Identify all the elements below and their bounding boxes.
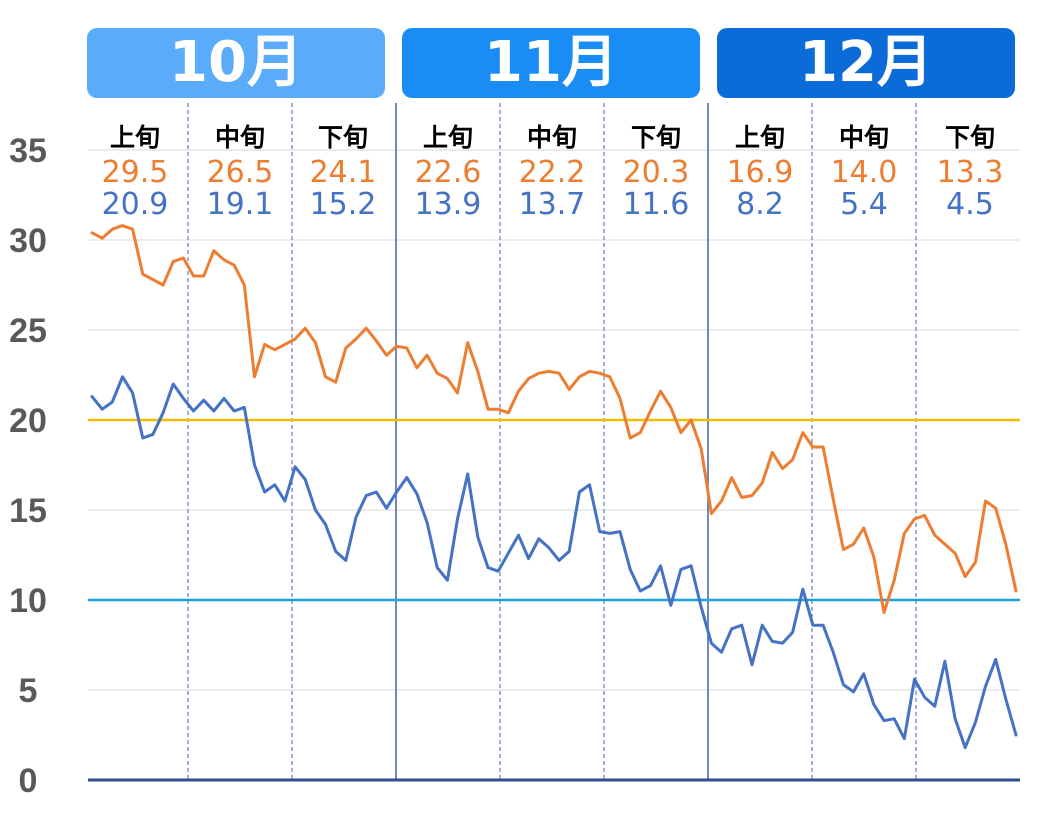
month-header: 11月 <box>402 28 700 98</box>
period-high-average: 22.6 <box>415 155 482 190</box>
y-tick-label: 15 <box>9 492 47 530</box>
y-tick-label: 20 <box>9 402 47 440</box>
period-high-average: 29.5 <box>102 155 169 190</box>
period-label: 上旬 <box>735 123 785 152</box>
period-high-average: 14.0 <box>831 155 898 190</box>
period-label: 中旬 <box>839 123 889 152</box>
period-low-average: 15.2 <box>310 187 377 222</box>
y-tick-label: 35 <box>9 132 47 170</box>
y-tick-label: 0 <box>19 762 38 800</box>
period-low-average: 11.6 <box>623 187 690 222</box>
period-label: 上旬 <box>110 123 160 152</box>
period-high-average: 20.3 <box>623 155 690 190</box>
period-low-average: 4.5 <box>946 187 994 222</box>
period-low-average: 13.9 <box>415 187 482 222</box>
period-low-average: 13.7 <box>519 187 586 222</box>
low-temperature-line <box>90 375 1018 750</box>
month-header: 12月 <box>717 28 1015 98</box>
period-high-average: 22.2 <box>519 155 586 190</box>
high-temperature-line <box>90 224 1018 615</box>
month-header: 10月 <box>87 28 385 98</box>
period-label: 下旬 <box>631 123 681 152</box>
period-label: 下旬 <box>945 123 995 152</box>
period-high-average: 24.1 <box>310 155 377 190</box>
period-high-average: 16.9 <box>727 155 794 190</box>
period-low-average: 19.1 <box>207 187 274 222</box>
y-tick-label: 25 <box>9 312 47 350</box>
y-tick-label: 30 <box>9 222 47 260</box>
period-low-average: 20.9 <box>102 187 169 222</box>
period-label: 中旬 <box>215 123 265 152</box>
period-high-average: 26.5 <box>207 155 274 190</box>
period-low-average: 8.2 <box>736 187 784 222</box>
period-low-average: 5.4 <box>840 187 888 222</box>
period-label: 上旬 <box>423 123 473 152</box>
period-label: 中旬 <box>527 123 577 152</box>
y-tick-label: 5 <box>19 672 38 710</box>
period-label: 下旬 <box>318 123 368 152</box>
period-high-average: 13.3 <box>937 155 1004 190</box>
y-tick-label: 10 <box>9 582 47 620</box>
